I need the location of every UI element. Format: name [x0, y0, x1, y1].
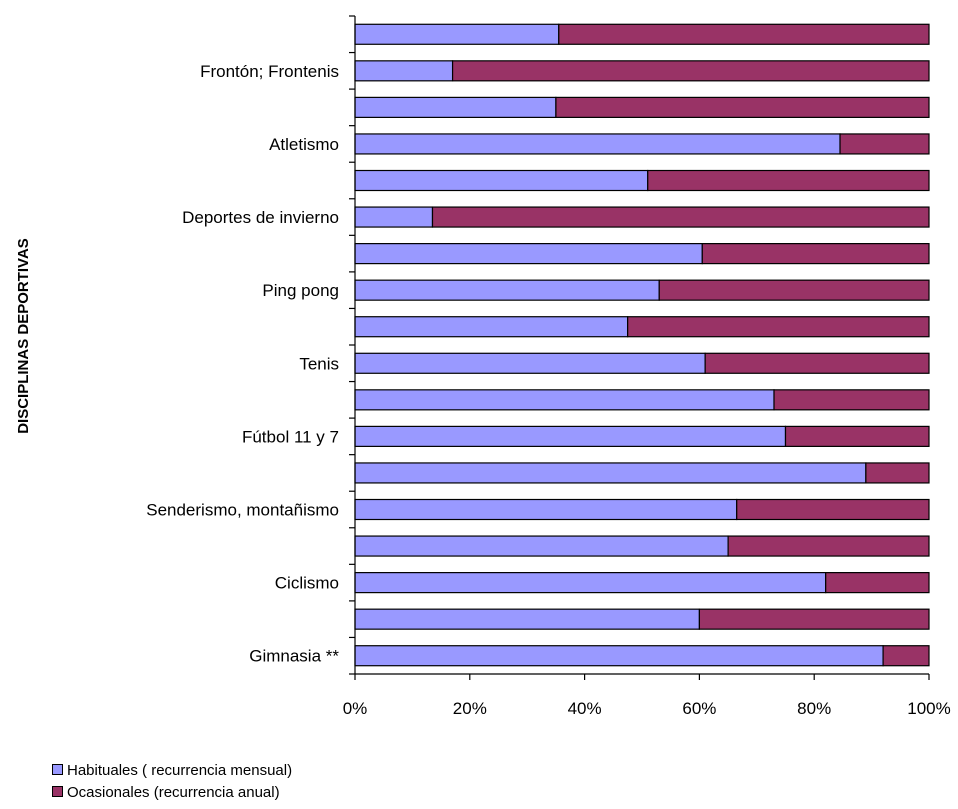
axes-group: Gimnasia ** Ciclismo Senderismo, montañism…	[146, 15, 951, 718]
bar-habituales-7	[354, 389, 775, 411]
bar-ocasionales-6	[784, 425, 930, 447]
bar-habituales-3	[354, 535, 729, 557]
bar-ocasionales-5	[865, 462, 930, 484]
bar-ocasionales-11	[701, 243, 930, 265]
bar-ocasionales-2	[825, 572, 930, 594]
bar-ocasionales-4	[736, 498, 930, 521]
bar-habituales-16	[354, 60, 454, 82]
bar-habituales-9	[354, 316, 629, 338]
bar-ocasionales-0	[882, 645, 930, 667]
x-tick-label-3: 60%	[682, 699, 716, 718]
legend-swatch-habituales	[52, 764, 63, 775]
bar-ocasionales-14	[839, 133, 930, 155]
bar-habituales-4	[354, 498, 738, 521]
bar-ocasionales-10	[658, 279, 930, 301]
bar-ocasionales-7	[773, 389, 930, 411]
bar-ocasionales-17	[558, 23, 930, 45]
bars-group	[354, 23, 930, 667]
bar-habituales-13	[354, 169, 649, 192]
bar-habituales-8	[354, 352, 706, 374]
bar-habituales-2	[354, 572, 827, 594]
category-label-0: Gimnasia **	[249, 647, 339, 666]
bar-habituales-15	[354, 96, 557, 118]
bar-habituales-0	[354, 645, 884, 667]
x-tick-label-1: 20%	[453, 699, 487, 718]
x-tick-label-2: 40%	[568, 699, 602, 718]
y-axis-title: DISCIPLINAS DEPORTIVAS	[15, 238, 32, 434]
bar-habituales-6	[354, 425, 787, 447]
bar-ocasionales-3	[727, 535, 930, 557]
x-tick-label-0: 0%	[343, 699, 368, 718]
x-tick-label-4: 80%	[797, 699, 831, 718]
bar-habituales-5	[354, 462, 867, 484]
category-label-2: Ciclismo	[275, 574, 339, 593]
bar-habituales-11	[354, 243, 703, 265]
category-label-12: Deportes de invierno	[182, 208, 339, 227]
bar-ocasionales-15	[555, 96, 930, 118]
x-tick-label-5: 100%	[907, 699, 950, 718]
category-label-10: Ping pong	[262, 281, 339, 300]
bar-habituales-14	[354, 133, 841, 155]
bar-ocasionales-16	[451, 60, 930, 82]
legend-item-ocasionales: Ocasionales (recurrencia anual)	[52, 784, 280, 801]
category-label-8: Tenis	[299, 354, 339, 373]
bar-ocasionales-8	[704, 352, 930, 374]
bar-habituales-17	[354, 23, 560, 45]
bar-habituales-10	[354, 279, 660, 301]
legend-label-ocasionales: Ocasionales (recurrencia anual)	[67, 784, 280, 801]
legend-label-habituales: Habituales ( recurrencia mensual)	[67, 762, 293, 779]
bar-ocasionales-1	[698, 608, 930, 630]
bar-ocasionales-9	[627, 316, 930, 338]
bar-ocasionales-12	[431, 206, 930, 228]
category-label-14: Atletismo	[269, 135, 339, 154]
category-label-4: Senderismo, montañismo	[146, 501, 339, 520]
legend-item-habituales: Habituales ( recurrencia mensual)	[52, 762, 292, 779]
category-label-16: Frontón; Frontenis	[200, 62, 339, 81]
bar-ocasionales-13	[647, 169, 930, 192]
legend-swatch-ocasionales	[52, 786, 63, 797]
category-label-6: Fútbol 11 y 7	[242, 427, 339, 446]
bar-habituales-1	[354, 608, 700, 630]
bar-habituales-12	[354, 206, 434, 228]
